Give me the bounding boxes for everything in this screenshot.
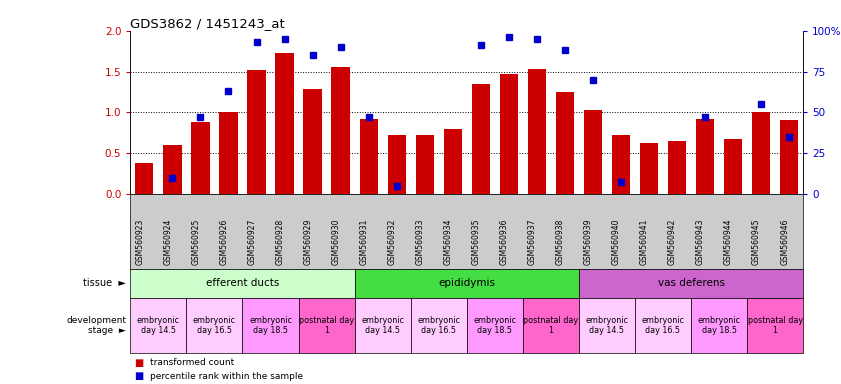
Text: embryonic
day 18.5: embryonic day 18.5 bbox=[697, 316, 741, 335]
Text: GSM560923: GSM560923 bbox=[135, 218, 145, 265]
Text: GSM560927: GSM560927 bbox=[247, 218, 257, 265]
Text: GSM560939: GSM560939 bbox=[584, 218, 593, 265]
Text: embryonic
day 14.5: embryonic day 14.5 bbox=[361, 316, 405, 335]
Bar bbox=[500, 74, 518, 194]
Text: GSM560938: GSM560938 bbox=[556, 218, 565, 265]
Text: GSM560935: GSM560935 bbox=[472, 218, 481, 265]
Text: transformed count: transformed count bbox=[150, 358, 234, 367]
Text: GSM560928: GSM560928 bbox=[276, 219, 284, 265]
Bar bbox=[584, 110, 602, 194]
Text: postnatal day
1: postnatal day 1 bbox=[299, 316, 354, 335]
Text: GSM560945: GSM560945 bbox=[752, 218, 761, 265]
Text: embryonic
day 18.5: embryonic day 18.5 bbox=[249, 316, 292, 335]
Text: GSM560946: GSM560946 bbox=[780, 218, 789, 265]
Text: GSM560936: GSM560936 bbox=[500, 218, 509, 265]
Text: GSM560925: GSM560925 bbox=[192, 218, 200, 265]
Text: development
stage  ►: development stage ► bbox=[66, 316, 126, 335]
Text: embryonic
day 14.5: embryonic day 14.5 bbox=[585, 316, 628, 335]
Text: GDS3862 / 1451243_at: GDS3862 / 1451243_at bbox=[130, 17, 285, 30]
Bar bbox=[275, 53, 294, 194]
Text: GSM560924: GSM560924 bbox=[163, 218, 172, 265]
Bar bbox=[668, 141, 686, 194]
Text: GSM560942: GSM560942 bbox=[668, 218, 677, 265]
Text: GSM560937: GSM560937 bbox=[528, 218, 537, 265]
Bar bbox=[388, 135, 405, 194]
Text: GSM560933: GSM560933 bbox=[415, 218, 425, 265]
Text: embryonic
day 16.5: embryonic day 16.5 bbox=[417, 316, 460, 335]
Text: embryonic
day 16.5: embryonic day 16.5 bbox=[642, 316, 685, 335]
Bar bbox=[220, 113, 237, 194]
Text: embryonic
day 16.5: embryonic day 16.5 bbox=[193, 316, 236, 335]
Text: postnatal day
1: postnatal day 1 bbox=[748, 316, 802, 335]
Text: tissue  ►: tissue ► bbox=[83, 278, 126, 288]
Text: GSM560926: GSM560926 bbox=[220, 218, 229, 265]
Bar bbox=[696, 119, 714, 194]
Text: embryonic
day 18.5: embryonic day 18.5 bbox=[473, 316, 516, 335]
Bar bbox=[527, 69, 546, 194]
Text: efferent ducts: efferent ducts bbox=[206, 278, 279, 288]
Text: GSM560941: GSM560941 bbox=[640, 218, 649, 265]
Bar bbox=[443, 129, 462, 194]
Bar bbox=[247, 70, 266, 194]
Bar bbox=[304, 89, 321, 194]
Text: ■: ■ bbox=[135, 371, 144, 381]
Text: percentile rank within the sample: percentile rank within the sample bbox=[150, 372, 303, 381]
Bar bbox=[331, 68, 350, 194]
Bar bbox=[472, 84, 489, 194]
Text: ■: ■ bbox=[135, 358, 144, 368]
Bar bbox=[191, 122, 209, 194]
Bar bbox=[163, 145, 182, 194]
Text: GSM560931: GSM560931 bbox=[360, 218, 368, 265]
Bar bbox=[556, 92, 574, 194]
Text: GSM560944: GSM560944 bbox=[724, 218, 733, 265]
Text: GSM560943: GSM560943 bbox=[696, 218, 705, 265]
Bar bbox=[640, 142, 658, 194]
Text: GSM560930: GSM560930 bbox=[331, 218, 341, 265]
Text: GSM560940: GSM560940 bbox=[612, 218, 621, 265]
Bar bbox=[752, 113, 770, 194]
Bar bbox=[724, 139, 742, 194]
Text: epididymis: epididymis bbox=[438, 278, 495, 288]
Text: postnatal day
1: postnatal day 1 bbox=[523, 316, 579, 335]
Text: GSM560932: GSM560932 bbox=[388, 218, 397, 265]
Bar bbox=[415, 135, 434, 194]
Text: GSM560929: GSM560929 bbox=[304, 218, 313, 265]
Bar bbox=[611, 135, 630, 194]
Text: embryonic
day 14.5: embryonic day 14.5 bbox=[137, 316, 180, 335]
Text: vas deferens: vas deferens bbox=[658, 278, 725, 288]
Text: GSM560934: GSM560934 bbox=[444, 218, 452, 265]
Bar bbox=[359, 119, 378, 194]
Bar bbox=[780, 121, 798, 194]
Bar bbox=[135, 163, 153, 194]
